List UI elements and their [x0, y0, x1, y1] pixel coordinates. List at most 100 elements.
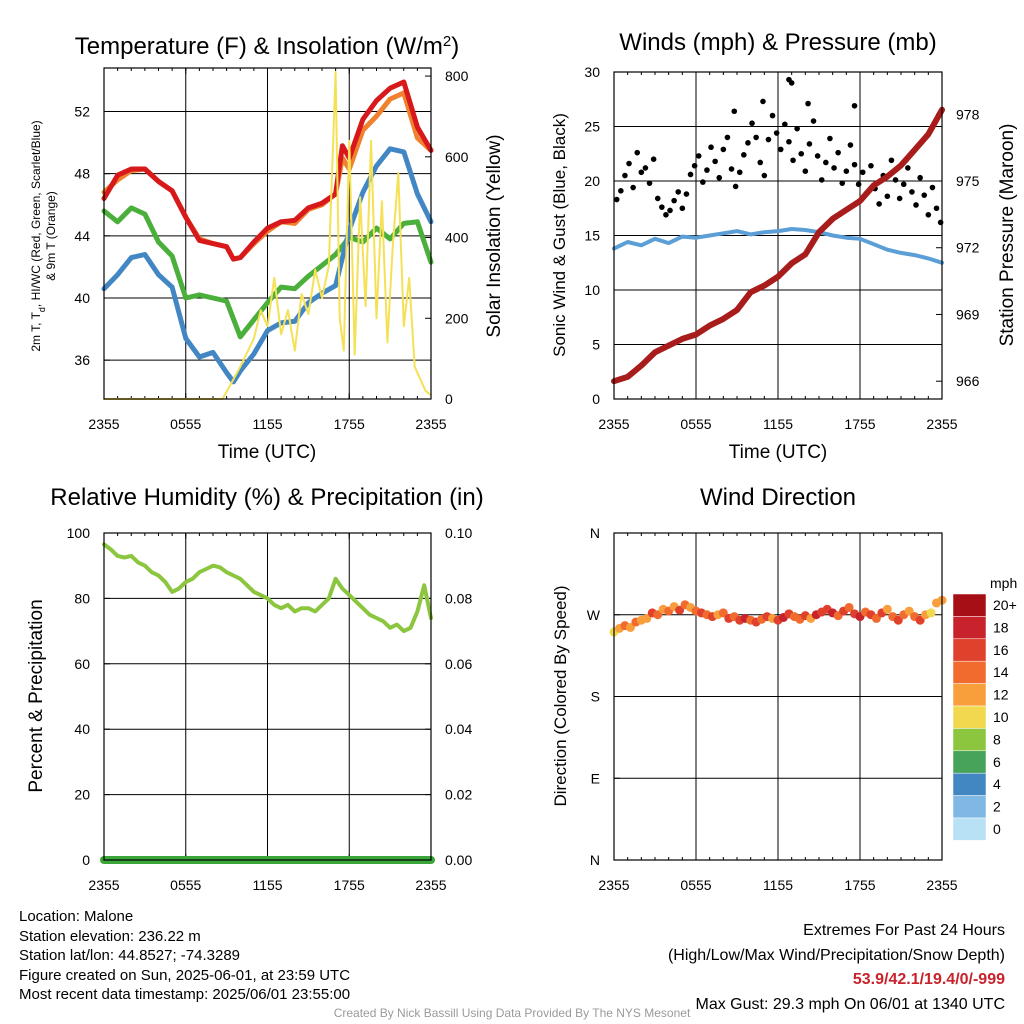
gust-point — [788, 80, 795, 86]
x-tick-label: 2355 — [926, 416, 957, 432]
x-tick-label: 2355 — [415, 416, 446, 432]
gust-point — [667, 207, 673, 214]
gust-point — [712, 158, 718, 165]
rh-panel-title: Relative Humidity (%) & Precipitation (i… — [50, 484, 483, 511]
legend-swatch — [952, 638, 987, 662]
gust-point — [613, 196, 620, 203]
legend-label: 10 — [993, 709, 1009, 725]
gust-point — [687, 171, 694, 178]
gust-point — [630, 184, 636, 191]
rh-y2-tick-label: 0.10 — [445, 525, 472, 541]
wdir-point — [882, 604, 892, 614]
gust-point — [905, 165, 911, 171]
gust-point — [782, 121, 788, 128]
wind-panel-title: Winds (mph) & Pressure (mb) — [619, 29, 936, 56]
extremes-title: Extremes For Past 24 Hours — [803, 922, 1005, 939]
temp-y-tick-label: 36 — [74, 352, 90, 368]
gust-point — [835, 149, 841, 156]
wdir-point — [926, 608, 936, 618]
wdir-point — [871, 613, 881, 623]
gust-point — [716, 174, 723, 181]
gust-point — [827, 135, 833, 142]
legend-swatch — [952, 660, 987, 684]
x-tick-label: 2355 — [926, 877, 957, 893]
x-tick-label: 1755 — [844, 877, 875, 893]
x-tick-label: 1155 — [252, 877, 282, 893]
x-tick-label: 1155 — [763, 416, 793, 432]
latlon-text: Station lat/lon: 44.8527; -74.3289 — [19, 947, 241, 964]
wdir-point — [893, 615, 903, 625]
recent-data-text: Most recent data timestamp: 2025/06/01 2… — [19, 986, 351, 1003]
gust-point — [929, 184, 936, 191]
plot-frame — [613, 532, 943, 861]
wind-y-tick-label: 15 — [584, 228, 600, 244]
x-tick-label: 1755 — [334, 877, 365, 893]
wdir-point — [718, 608, 728, 618]
x-tick-label: 0555 — [170, 877, 201, 893]
max-gust-text: Max Gust: 29.3 mph On 06/01 at 1340 UTC — [695, 995, 1006, 1013]
wind-y-tick-label: 20 — [584, 173, 600, 189]
wdir-y-tick-label: W — [587, 607, 601, 623]
x-tick-label: 2355 — [598, 416, 629, 432]
wind-y-tick-label: 30 — [584, 64, 600, 80]
rh-y2-tick-label: 0.02 — [445, 787, 472, 803]
wind-y2-tick-label: 969 — [956, 306, 980, 322]
x-tick-label: 2355 — [88, 416, 119, 432]
temp-y-tick-label: 48 — [74, 166, 90, 182]
x-tick-label: 1155 — [763, 877, 793, 893]
gust-point — [732, 183, 739, 190]
gust-point — [896, 195, 903, 202]
gust-point — [622, 172, 628, 179]
legend-label: 14 — [993, 664, 1009, 680]
temp-y2-tick-label: 600 — [445, 149, 469, 165]
gust-point — [626, 160, 632, 167]
gust-point — [917, 174, 923, 181]
gust-point — [638, 169, 645, 176]
gust-point — [913, 202, 919, 208]
gust-point — [851, 161, 858, 168]
gust-point — [724, 134, 731, 141]
gust-point — [659, 204, 665, 210]
temp-panel-title: Temperature (F) & Insolation (W/m2) — [75, 33, 459, 61]
wdir-y-tick-label: E — [591, 770, 600, 786]
gust-point — [847, 142, 854, 148]
series-green-line — [101, 205, 434, 340]
legend-swatch — [952, 817, 987, 841]
gust-point — [773, 130, 780, 136]
gust-point — [810, 118, 817, 124]
gust-point — [663, 211, 669, 218]
gust-point — [731, 108, 738, 115]
gust-point — [618, 188, 624, 194]
x-tick-label: 0555 — [170, 416, 201, 432]
temp-y2-axis-label: Solar Insolation (Yellow) — [484, 134, 505, 337]
gust-point — [884, 193, 891, 200]
gust-point — [708, 144, 714, 151]
rh-y-tick-label: 60 — [74, 656, 90, 672]
temp-y-tick-label: 44 — [74, 228, 90, 244]
gust-point — [892, 177, 899, 183]
series-blue-line — [101, 146, 434, 385]
x-tick-label: 1755 — [334, 416, 365, 432]
x-tick-label: 2355 — [415, 877, 446, 893]
gust-point — [805, 100, 811, 107]
gust-point — [868, 162, 874, 169]
rh-y-tick-label: 80 — [74, 590, 90, 606]
gust-point — [757, 159, 764, 166]
wdir-point — [642, 613, 652, 623]
gust-point — [695, 153, 702, 159]
wdir-legend-title: mph — [990, 575, 1017, 591]
gust-point — [933, 205, 940, 212]
plot-frame — [103, 532, 432, 861]
temp-y-tick-label: 40 — [74, 290, 90, 306]
temp-y-axis-label-line1: 2m T, Td, HI/WC (Red, Green, Scarlet/Blu… — [29, 120, 47, 351]
x-tick-label: 0555 — [680, 416, 711, 432]
gust-point — [634, 149, 641, 156]
rh-y2-tick-label: 0.08 — [445, 590, 472, 606]
location-text: Location: Malone — [19, 908, 134, 925]
extremes-values: 53.9/42.1/19.4/0/-999 — [852, 971, 1005, 988]
gust-point — [798, 150, 805, 157]
gust-point — [683, 191, 690, 197]
gust-point — [888, 157, 895, 164]
gust-point — [831, 165, 837, 171]
